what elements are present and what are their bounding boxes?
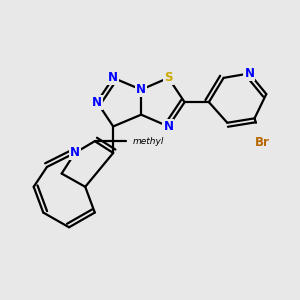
Text: S: S: [164, 71, 173, 84]
Text: Br: Br: [254, 136, 269, 149]
Text: N: N: [244, 67, 254, 80]
Text: N: N: [108, 71, 118, 84]
Text: N: N: [70, 146, 80, 159]
Text: N: N: [92, 96, 102, 109]
Text: N: N: [164, 120, 173, 133]
Text: methyl: methyl: [132, 137, 164, 146]
Text: N: N: [136, 83, 146, 96]
